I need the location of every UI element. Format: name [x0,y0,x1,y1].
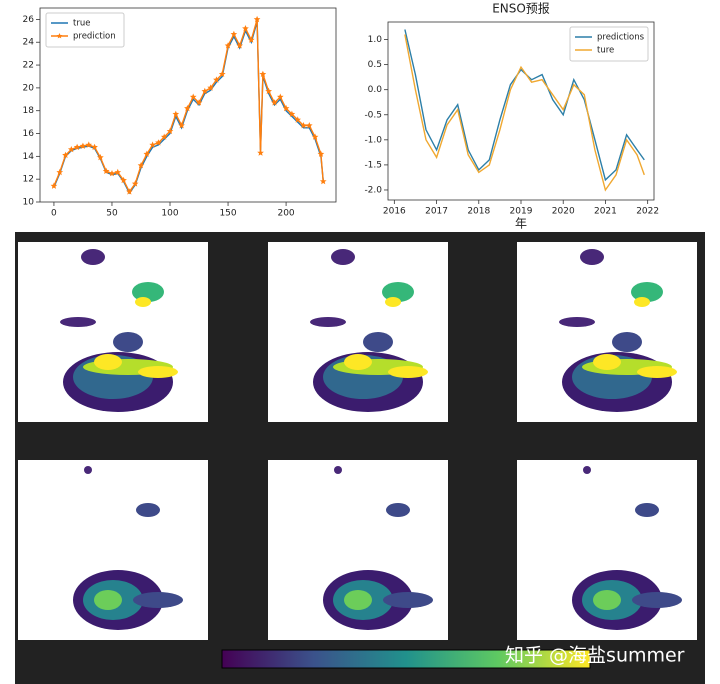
point-marker [288,110,296,117]
point-marker [155,139,162,146]
y-tick-label: 24 [23,38,35,48]
legend-box [45,12,125,48]
point-marker [97,154,104,161]
legend-label: ture [597,46,614,56]
y-tick-label: -1.5 [364,160,382,170]
point-marker [131,180,139,187]
point-marker [306,122,313,129]
point-marker [68,146,75,153]
point-marker [114,168,122,176]
point-marker [160,133,168,140]
x-tick-label: 2018 [467,207,490,217]
point-marker [277,93,284,100]
x-tick-label: 2017 [425,207,448,217]
point-marker [213,76,220,83]
point-marker [242,25,249,32]
y-tick-label: 0.5 [368,60,382,70]
point-marker [259,70,267,77]
x-tick-label: 2016 [383,207,406,217]
point-marker [247,36,255,43]
x-tick-label: 2022 [636,207,659,217]
point-marker [184,104,191,112]
y-tick-label: 20 [23,83,35,93]
y-tick-label: -2.0 [364,185,382,195]
point-marker [319,178,327,185]
y-tick-label: 0.0 [368,85,383,95]
point-marker [265,87,272,95]
point-marker [56,168,64,176]
point-marker [166,127,174,135]
heatmaps [18,242,697,640]
watermark: 知乎 @海盐summer [505,645,685,667]
legend-marker [56,33,63,39]
x-tick-label: 50 [106,209,118,219]
x-tick-label: 2020 [552,207,575,217]
y-tick-label: 1.0 [368,35,383,45]
legend-label: predictions [597,33,645,43]
point-marker [137,162,145,169]
point-marker [317,150,325,157]
point-marker [85,141,93,148]
point-marker [207,84,214,91]
point-marker [108,170,116,177]
point-marker [91,143,98,151]
point-marker [79,142,87,149]
point-marker [149,141,156,148]
point-marker [201,87,209,95]
x-tick-label: 2021 [594,207,617,217]
point-marker [224,42,232,49]
point-marker [253,15,261,23]
y-tick-label: 16 [23,129,35,139]
point-marker [230,30,238,38]
point-marker [218,70,226,77]
point-marker [311,133,319,140]
plot-frame [39,7,337,203]
x-tick-label: 100 [161,209,178,219]
series-line [404,34,645,192]
y-tick-label: 14 [23,152,35,162]
point-marker [189,93,197,100]
x-tick-label: 0 [51,209,57,219]
x-tick-label: 150 [219,209,236,219]
y-tick-label: 22 [23,61,34,71]
point-marker [102,167,110,174]
y-tick-label: -0.5 [364,110,382,120]
legend-box [569,26,649,62]
point-marker [300,122,307,129]
point-marker [50,182,58,189]
point-marker [282,104,290,112]
legend-label: prediction [73,32,116,42]
x-axis-label: 年 [515,217,527,231]
legend-label: true [73,19,90,29]
point-marker [195,99,203,106]
x-tick-label: 200 [277,209,294,219]
y-tick-label: 12 [23,175,34,185]
y-tick-label: 26 [23,15,35,25]
point-marker [236,42,243,49]
x-tick-label: 2019 [510,207,533,217]
chart-title: ENSO预报 [492,1,550,16]
point-marker [62,151,69,158]
point-marker [257,149,264,156]
colorbar [221,649,591,669]
y-tick-label: 10 [23,198,35,208]
point-marker [126,188,133,195]
y-tick-label: 18 [23,106,35,116]
point-marker [294,116,301,123]
point-marker [120,176,127,184]
point-marker [271,99,278,106]
point-marker [172,110,180,117]
y-tick-label: -1.0 [364,135,382,145]
point-marker [143,150,151,157]
point-marker [178,122,185,129]
point-marker [73,143,81,151]
